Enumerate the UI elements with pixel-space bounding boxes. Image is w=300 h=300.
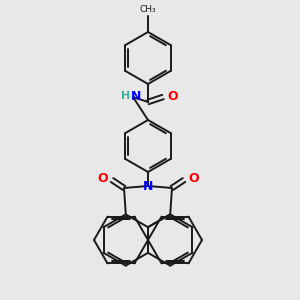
Text: N: N [143, 179, 153, 193]
Text: H: H [121, 91, 130, 101]
Text: O: O [98, 172, 108, 184]
Text: O: O [188, 172, 199, 184]
Text: N: N [131, 89, 141, 103]
Text: CH₃: CH₃ [140, 5, 156, 14]
Text: O: O [167, 89, 178, 103]
